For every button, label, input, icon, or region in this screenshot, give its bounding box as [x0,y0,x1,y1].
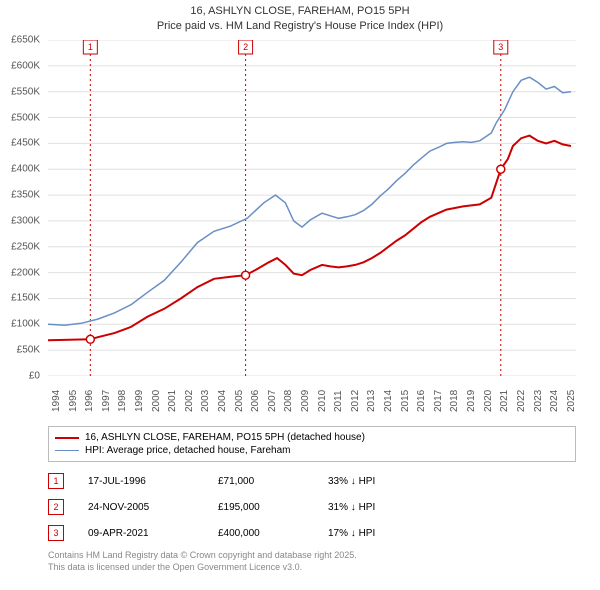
x-tick-label: 2015 [400,390,410,412]
x-tick-label: 1994 [51,390,61,412]
x-axis: 1994 1995 1996 1997 1998 1999 2000 2001 2002 2003… [48,378,576,422]
y-tick-label: £150K [11,293,40,304]
event-badge: 2 [48,499,64,515]
x-tick-label: 2021 [499,390,509,412]
legend-label-price-paid: 16, ASHLYN CLOSE, FAREHAM, PO15 5PH (det… [85,432,365,443]
svg-text:1: 1 [88,42,93,52]
x-tick-label: 2016 [416,390,426,412]
x-tick-label: 2019 [466,390,476,412]
x-tick-label: 2006 [250,390,260,412]
events-table: 1 17-JUL-1996£71,00033% ↓ HPI 2 24-NOV-2005… [48,468,576,546]
event-badge: 3 [48,525,64,541]
x-tick-label: 2004 [217,390,227,412]
y-tick-label: £500K [11,112,40,123]
series-price_paid [48,136,571,341]
legend-label-hpi: HPI: Average price, detached house, Fare… [85,445,291,456]
legend-item-price-paid: 16, ASHLYN CLOSE, FAREHAM, PO15 5PH (det… [55,431,569,444]
x-tick-label: 2005 [234,390,244,412]
event-price: £71,000 [218,476,328,487]
chart-title: 16, ASHLYN CLOSE, FAREHAM, PO15 5PH Pric… [0,0,600,34]
footer-line-1: Contains HM Land Registry data © Crown c… [48,550,576,562]
series-hpi [48,77,571,325]
legend: 16, ASHLYN CLOSE, FAREHAM, PO15 5PH (det… [48,426,576,462]
event-diff: 33% ↓ HPI [328,476,448,487]
event-date: 17-JUL-1996 [88,476,218,487]
x-tick-label: 2003 [200,390,210,412]
x-tick-label: 2010 [317,390,327,412]
chart-container: 16, ASHLYN CLOSE, FAREHAM, PO15 5PH Pric… [0,0,600,590]
event-row: 2 24-NOV-2005£195,00031% ↓ HPI [48,494,576,520]
x-tick-label: 1997 [101,390,111,412]
x-tick-label: 2001 [167,390,177,412]
chart-svg: 1 2 3 [48,40,576,376]
attribution: Contains HM Land Registry data © Crown c… [48,550,576,573]
event-diff: 31% ↓ HPI [328,502,448,513]
x-tick-label: 2023 [533,390,543,412]
x-tick-label: 2020 [483,390,493,412]
plot-area: 1 2 3 [48,40,576,376]
y-tick-label: £0 [29,371,40,382]
title-line-2: Price paid vs. HM Land Registry's House … [0,19,600,34]
event-diff: 17% ↓ HPI [328,528,448,539]
x-tick-label: 2017 [433,390,443,412]
x-tick-label: 2009 [300,390,310,412]
svg-text:3: 3 [498,42,503,52]
y-tick-label: £250K [11,241,40,252]
x-tick-label: 2013 [366,390,376,412]
y-tick-label: £350K [11,190,40,201]
x-tick-label: 2011 [333,390,343,412]
x-tick-label: 2018 [449,390,459,412]
y-tick-label: £300K [11,215,40,226]
x-tick-label: 2002 [184,390,194,412]
x-tick-label: 1995 [68,390,78,412]
x-tick-label: 2022 [516,390,526,412]
event-row: 3 09-APR-2021£400,00017% ↓ HPI [48,520,576,546]
y-tick-label: £550K [11,86,40,97]
x-tick-label: 1999 [134,390,144,412]
x-tick-label: 2012 [350,390,360,412]
title-line-1: 16, ASHLYN CLOSE, FAREHAM, PO15 5PH [0,4,600,19]
legend-swatch-price-paid [55,437,79,439]
legend-swatch-hpi [55,450,79,451]
event-row: 1 17-JUL-1996£71,00033% ↓ HPI [48,468,576,494]
x-tick-label: 1996 [84,390,94,412]
event-price: £400,000 [218,528,328,539]
svg-text:2: 2 [243,42,248,52]
event-price: £195,000 [218,502,328,513]
y-tick-label: £100K [11,319,40,330]
event-badge: 1 [48,473,64,489]
y-tick-label: £400K [11,164,40,175]
x-tick-label: 2008 [283,390,293,412]
event-date: 24-NOV-2005 [88,502,218,513]
x-tick-label: 2007 [267,390,277,412]
y-tick-label: £650K [11,35,40,46]
x-tick-label: 2014 [383,390,393,412]
footer-line-2: This data is licensed under the Open Gov… [48,562,576,574]
x-tick-label: 2025 [566,390,576,412]
y-tick-label: £450K [11,138,40,149]
event-date: 09-APR-2021 [88,528,218,539]
x-tick-label: 2024 [549,390,559,412]
x-tick-label: 1998 [117,390,127,412]
y-axis: £0£50K£100K£150K£200K£250K£300K£350K£400… [0,40,44,376]
y-tick-label: £50K [17,345,40,356]
y-tick-label: £600K [11,60,40,71]
x-tick-label: 2000 [151,390,161,412]
y-tick-label: £200K [11,267,40,278]
legend-item-hpi: HPI: Average price, detached house, Fare… [55,444,569,457]
